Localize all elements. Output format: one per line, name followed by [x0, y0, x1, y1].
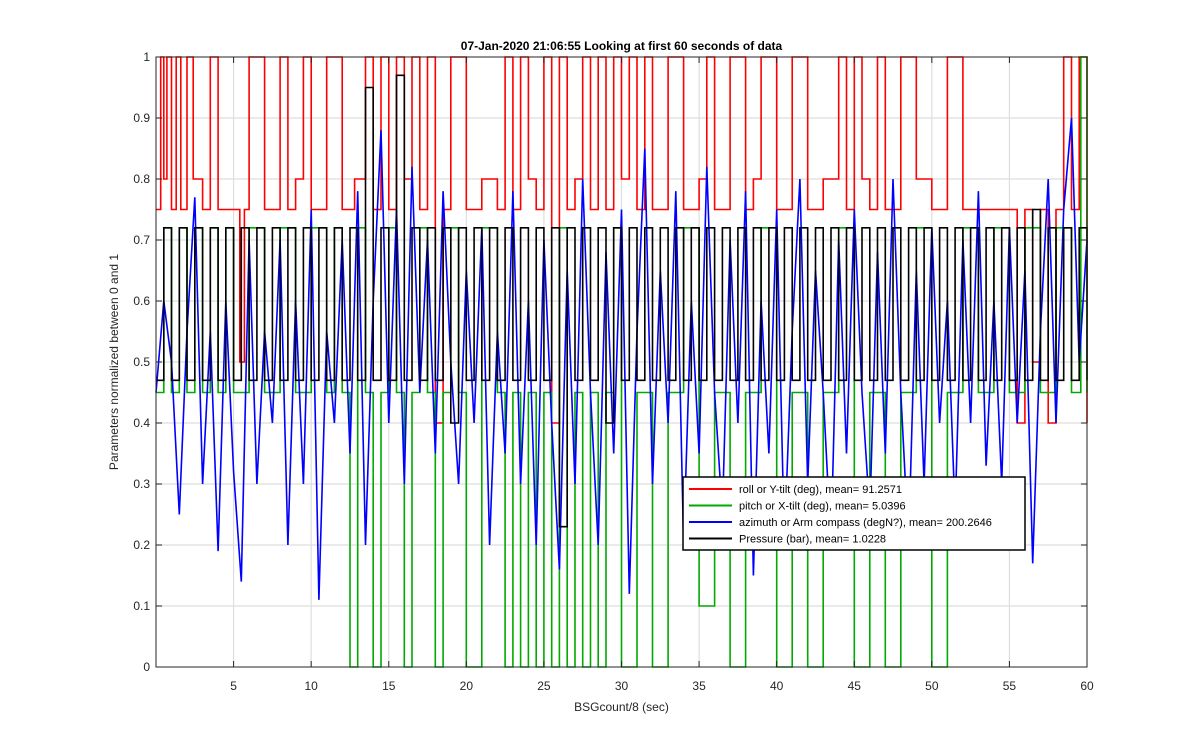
x-tick-label: 50 [925, 679, 939, 693]
legend-entry-1: pitch or X-tilt (deg), mean= 5.0396 [739, 501, 906, 513]
series-lines [155, 56, 1088, 668]
series-line-3 [156, 74, 1088, 528]
x-tick-label: 30 [615, 679, 629, 693]
legend-entry-0: roll or Y-tilt (deg), mean= 91.2571 [739, 484, 902, 496]
legend-entry-3: Pressure (bar), mean= 1.0228 [739, 534, 886, 546]
y-axis-ticks: 0 0.1 0.2 0.3 0.4 0.5 0.6 0.7 0.8 0.9 1 [133, 50, 1087, 674]
x-tick-label: 40 [770, 679, 784, 693]
y-tick-label: 0.5 [133, 355, 150, 369]
y-tick-label: 0.6 [133, 294, 150, 308]
x-tick-label: 35 [692, 679, 706, 693]
legend: roll or Y-tilt (deg), mean= 91.2571 pitch… [682, 476, 1026, 551]
y-tick-label: 0.2 [133, 538, 150, 552]
x-tick-label: 60 [1080, 679, 1094, 693]
y-tick-label: 0 [143, 660, 150, 674]
legend-entry-2: azimuth or Arm compass (degN?), mean= 20… [739, 517, 992, 529]
chart-title: 07-Jan-2020 21:06:55 Looking at first 60… [461, 39, 783, 53]
y-tick-label: 0.3 [133, 477, 150, 491]
x-axis-ticks: 5 10 15 20 25 30 35 40 45 50 55 60 [230, 57, 1094, 693]
x-tick-label: 25 [537, 679, 551, 693]
y-tick-label: 0.9 [133, 111, 150, 125]
y-tick-label: 0.8 [133, 172, 150, 186]
x-tick-label: 10 [304, 679, 318, 693]
y-tick-label: 0.4 [133, 416, 150, 430]
y-tick-label: 0.7 [133, 233, 150, 247]
series-line-0 [156, 56, 1088, 424]
x-tick-label: 20 [460, 679, 474, 693]
y-axis-label: Parameters normalized between 0 and 1 [107, 254, 121, 470]
y-tick-label: 0.1 [133, 599, 150, 613]
x-tick-label: 55 [1003, 679, 1017, 693]
x-tick-label: 5 [230, 679, 237, 693]
x-tick-label: 45 [848, 679, 862, 693]
x-axis-label: BSGcount/8 (sec) [574, 700, 669, 714]
x-tick-label: 15 [382, 679, 396, 693]
y-tick-label: 1 [143, 50, 150, 64]
legend-box [682, 476, 1026, 551]
